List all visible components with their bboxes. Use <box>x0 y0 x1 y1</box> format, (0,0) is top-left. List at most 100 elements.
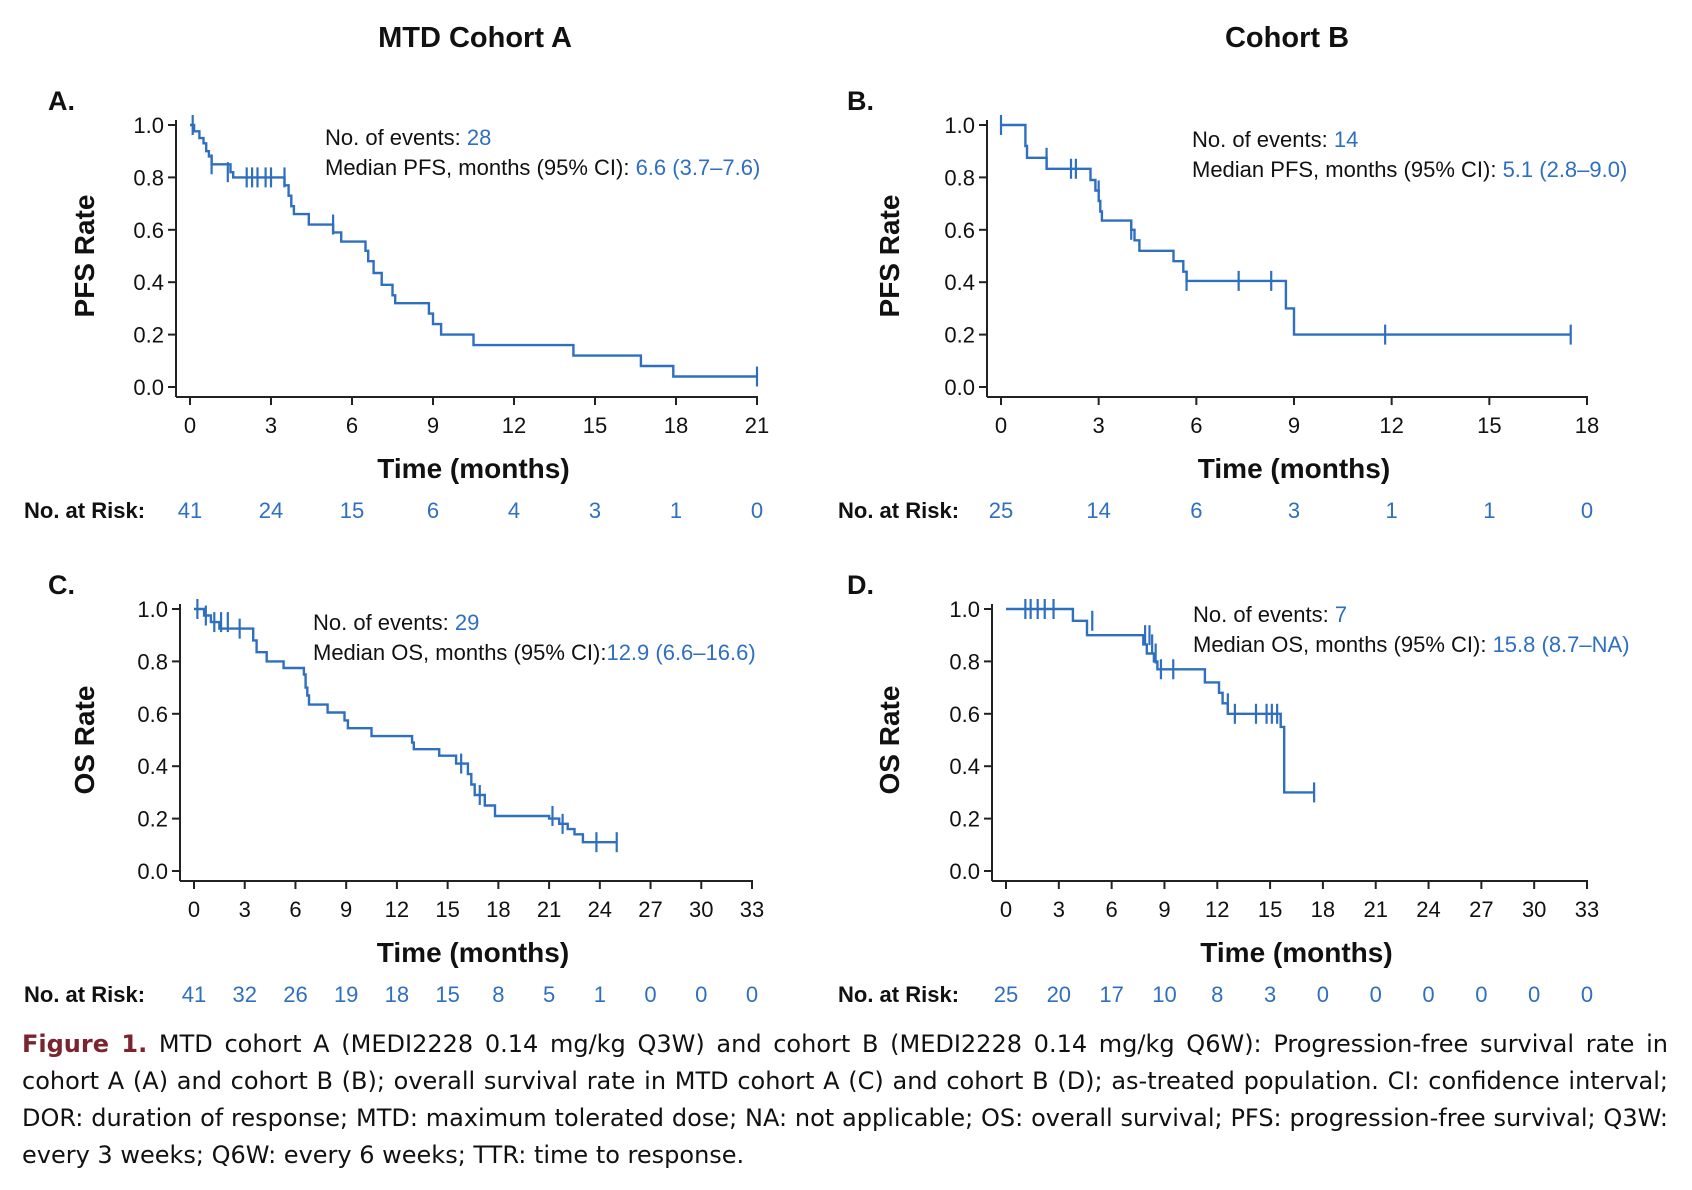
caption-text: MTD cohort A (MEDI2228 0.14 mg/kg Q3W) a… <box>22 1030 1669 1169</box>
at-risk-value-d: 25 <box>994 982 1018 1007</box>
stat-label-a: Median PFS, months (95% CI): <box>325 155 636 180</box>
caption-label: Figure 1. <box>22 1030 148 1058</box>
panel-label-a: A. <box>48 86 75 116</box>
x-tick-label-d: 27 <box>1469 897 1493 922</box>
at-risk-value-b: 25 <box>989 498 1013 523</box>
y-tick-label-a: 0.6 <box>133 218 164 243</box>
at-risk-label-a: No. at Risk: <box>24 498 145 523</box>
x-axis-title-c: Time (months) <box>377 937 569 968</box>
x-tick-label-c: 30 <box>689 897 713 922</box>
at-risk-value-a: 1 <box>670 498 682 523</box>
at-risk-value-c: 0 <box>746 982 758 1007</box>
y-tick-label-a: 0.8 <box>133 165 164 190</box>
stat-label-d: Median OS, months (95% CI): <box>1193 632 1493 657</box>
at-risk-value-d: 17 <box>1099 982 1123 1007</box>
at-risk-label-c: No. at Risk: <box>24 982 145 1007</box>
x-tick-label-d: 30 <box>1522 897 1546 922</box>
at-risk-value-a: 15 <box>340 498 364 523</box>
x-tick-label-d: 12 <box>1205 897 1229 922</box>
stat-label-a: No. of events: <box>325 125 467 150</box>
y-tick-label-b: 0.0 <box>944 375 975 400</box>
at-risk-value-c: 32 <box>232 982 256 1007</box>
x-tick-label-a: 6 <box>346 413 358 438</box>
km-curve-c <box>194 607 617 844</box>
x-tick-label-b: 3 <box>1093 413 1105 438</box>
x-tick-label-b: 6 <box>1190 413 1202 438</box>
y-tick-label-d: 0.4 <box>949 754 980 779</box>
stat-line-b: No. of events: 14 <box>1192 127 1358 152</box>
at-risk-label-b: No. at Risk: <box>838 498 959 523</box>
y-axis-title-d: OS Rate <box>874 686 905 795</box>
x-tick-label-d: 33 <box>1575 897 1599 922</box>
y-tick-label-c: 0.4 <box>137 754 168 779</box>
at-risk-value-b: 3 <box>1288 498 1300 523</box>
at-risk-value-d: 0 <box>1528 982 1540 1007</box>
stat-line-c: No. of events: 29 <box>313 610 479 635</box>
y-tick-label-c: 0.8 <box>137 649 168 674</box>
stat-value-a: 28 <box>467 125 491 150</box>
at-risk-value-c: 41 <box>182 982 206 1007</box>
x-tick-label-c: 15 <box>435 897 459 922</box>
x-axis-title-d: Time (months) <box>1200 937 1392 968</box>
stat-value-c: 29 <box>455 610 479 635</box>
y-axis-title-a: PFS Rate <box>69 195 100 318</box>
panel-a: A. 0.0 0.2 0.4 0.6 0.8 1.0 0 41 3 24 6 15 9 6 12 4 15 3 18 1… <box>24 86 769 523</box>
at-risk-value-b: 14 <box>1086 498 1110 523</box>
x-tick-label-c: 33 <box>740 897 764 922</box>
at-risk-value-c: 19 <box>334 982 358 1007</box>
stat-label-b: No. of events: <box>1192 127 1334 152</box>
y-tick-label-c: 1.0 <box>137 597 168 622</box>
panel-d: D. 0.0 0.2 0.4 0.6 0.8 1.0 0 25 3 20 6 17 9 10 12 8 15 3 18… <box>838 570 1630 1007</box>
at-risk-value-b: 1 <box>1483 498 1495 523</box>
x-tick-label-c: 0 <box>188 897 200 922</box>
x-tick-label-d: 9 <box>1158 897 1170 922</box>
stat-value-d: 15.8 (8.7–NA) <box>1493 632 1630 657</box>
at-risk-value-a: 41 <box>178 498 202 523</box>
y-tick-label-c: 0.6 <box>137 702 168 727</box>
y-tick-label-a: 0.4 <box>133 270 164 295</box>
y-tick-label-d: 1.0 <box>949 597 980 622</box>
x-tick-label-c: 21 <box>537 897 561 922</box>
y-tick-label-d: 0.8 <box>949 649 980 674</box>
y-axis-title-b: PFS Rate <box>874 195 905 318</box>
stat-value-b: 5.1 (2.8–9.0) <box>1503 157 1628 182</box>
y-tick-label-a: 0.2 <box>133 323 164 348</box>
at-risk-value-c: 15 <box>435 982 459 1007</box>
x-tick-label-b: 12 <box>1379 413 1403 438</box>
y-tick-label-c: 0.0 <box>137 859 168 884</box>
stat-value-b: 14 <box>1334 127 1358 152</box>
panel-b: B. 0.0 0.2 0.4 0.6 0.8 1.0 0 25 3 14 6 6 9 3 12 1 15 1 18 0 N… <box>838 86 1627 523</box>
x-tick-label-c: 9 <box>340 897 352 922</box>
stat-label-d: No. of events: <box>1193 602 1335 627</box>
stat-value-c: 12.9 (6.6–16.6) <box>606 640 755 665</box>
x-tick-label-c: 3 <box>239 897 251 922</box>
at-risk-value-d: 3 <box>1264 982 1276 1007</box>
x-tick-label-b: 15 <box>1477 413 1501 438</box>
at-risk-value-d: 0 <box>1581 982 1593 1007</box>
y-tick-label-b: 0.8 <box>944 165 975 190</box>
at-risk-value-c: 8 <box>492 982 504 1007</box>
x-tick-label-a: 21 <box>745 413 769 438</box>
y-axis-title-c: OS Rate <box>69 686 100 795</box>
stat-value-d: 7 <box>1335 602 1347 627</box>
stat-value-a: 6.6 (3.7–7.6) <box>636 155 761 180</box>
y-tick-label-b: 1.0 <box>944 113 975 138</box>
at-risk-value-c: 18 <box>385 982 409 1007</box>
x-tick-label-b: 9 <box>1288 413 1300 438</box>
column-title-cohort-b: Cohort B <box>1225 22 1349 54</box>
stat-label-b: Median PFS, months (95% CI): <box>1192 157 1503 182</box>
x-tick-label-b: 18 <box>1575 413 1599 438</box>
y-tick-label-d: 0.0 <box>949 859 980 884</box>
x-tick-label-d: 3 <box>1053 897 1065 922</box>
at-risk-value-d: 0 <box>1475 982 1487 1007</box>
at-risk-value-c: 26 <box>283 982 307 1007</box>
at-risk-value-a: 4 <box>508 498 520 523</box>
at-risk-value-d: 20 <box>1047 982 1071 1007</box>
x-tick-label-a: 18 <box>664 413 688 438</box>
at-risk-value-b: 1 <box>1386 498 1398 523</box>
at-risk-value-b: 6 <box>1190 498 1202 523</box>
x-axis-title-b: Time (months) <box>1198 453 1390 484</box>
x-tick-label-a: 12 <box>502 413 526 438</box>
stat-label-c: Median OS, months (95% CI): <box>313 640 606 665</box>
